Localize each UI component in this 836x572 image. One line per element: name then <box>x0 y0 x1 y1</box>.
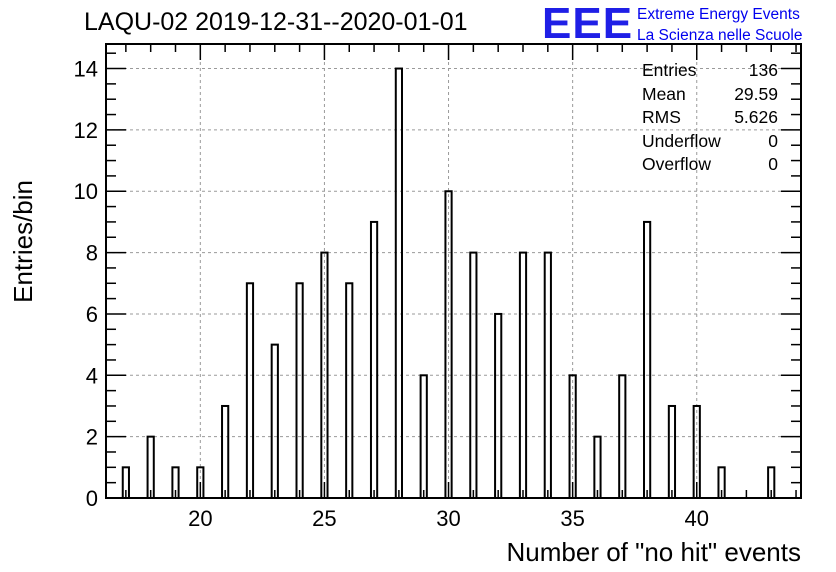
y-tick-label: 4 <box>86 363 98 388</box>
histogram-bar <box>494 312 503 499</box>
stats-row-entries: Entries 136 <box>642 59 778 83</box>
histogram-bar <box>345 282 354 499</box>
y-tick-label: 10 <box>74 179 98 204</box>
y-tick-label: 6 <box>86 302 98 327</box>
x-tick-label: 30 <box>436 506 460 531</box>
stats-row-overflow: Overflow 0 <box>642 153 778 177</box>
y-tick-labels: 0 2 4 6 8 10 12 14 <box>74 57 98 511</box>
stats-label: Underflow <box>642 130 721 151</box>
x-tick-label: 25 <box>312 506 336 531</box>
logo-caption: Extreme Energy Events La Scienza nelle S… <box>637 4 802 46</box>
y-tick-label: 12 <box>74 118 98 143</box>
x-tick-label: 20 <box>188 506 212 531</box>
chart-title: LAQU-02 2019-12-31--2020-01-01 <box>84 8 468 36</box>
histogram-bar <box>369 220 379 499</box>
stats-row-rms: RMS 5.626 <box>642 106 778 130</box>
histogram-bar <box>270 343 279 499</box>
x-axis-title: Number of "no hit" events <box>507 537 802 567</box>
x-tick-label: 40 <box>685 506 709 531</box>
stats-box: Entries 136 Mean 29.59 RMS 5.626 Underfl… <box>642 59 778 177</box>
y-axis-title: Entries/bin <box>8 180 38 303</box>
histogram-bars <box>121 67 776 500</box>
histogram-bar <box>667 404 677 499</box>
y-tick-label: 0 <box>86 486 98 511</box>
y-tick-label: 8 <box>86 241 98 266</box>
stats-label: Entries <box>642 60 697 80</box>
histogram-bar <box>221 404 230 499</box>
logo-caption-line-1: Extreme Energy Events <box>637 6 800 23</box>
eee-logo: EEE <box>542 0 634 48</box>
histogram-bar <box>419 374 428 500</box>
histogram-bar <box>593 435 602 500</box>
histogram-bar <box>643 220 652 499</box>
histogram-bar <box>394 67 403 500</box>
x-tick-labels: 20 25 30 35 40 <box>188 506 709 531</box>
y-tick-label: 2 <box>86 425 98 450</box>
stats-label: Overflow <box>642 154 712 174</box>
stats-row-mean: Mean 29.59 <box>642 83 778 107</box>
x-tick-label: 35 <box>560 506 584 531</box>
histogram-bar <box>543 251 552 499</box>
histogram-bar <box>295 282 304 499</box>
histogram-bar <box>245 282 255 499</box>
stats-value: 5.626 <box>734 107 778 127</box>
stats-label: RMS <box>642 107 681 127</box>
stats-value: 0 <box>768 130 778 151</box>
plot-frame <box>105 43 802 499</box>
stats-value: 136 <box>748 60 778 80</box>
stats-label: Mean <box>642 83 686 104</box>
y-tick-label: 14 <box>74 57 98 82</box>
stats-value: 29.59 <box>734 83 778 104</box>
histogram-bar <box>146 435 155 500</box>
logo-caption-line-2: La Scienza nelle Scuole <box>637 27 803 44</box>
stats-value: 0 <box>768 154 778 174</box>
axis-ticks <box>106 44 801 499</box>
stats-row-underflow: Underflow 0 <box>642 130 778 154</box>
